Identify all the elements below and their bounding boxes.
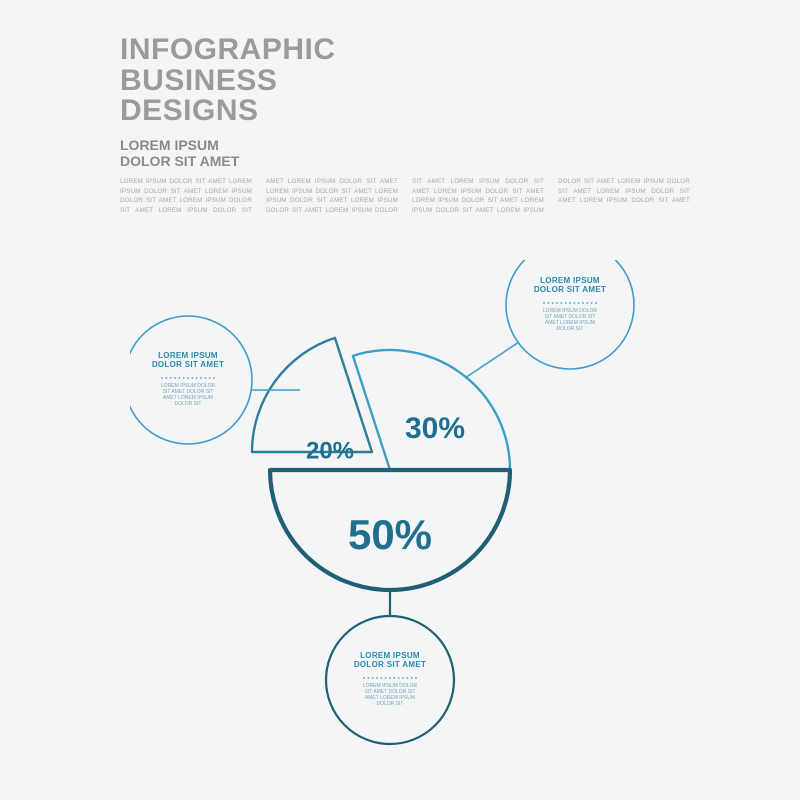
bubble-bottom-title-1: DOLOR SIT AMET — [354, 660, 426, 669]
bubble-right-connector — [465, 338, 525, 378]
bubble-bottom-body-3: DOLOR SIT — [377, 701, 404, 707]
bubble-left-body-3: DOLOR SIT — [175, 401, 202, 407]
exploded-pie-chart: 20%30%50%LOREM IPSUMDOLOR SIT AMETLOREM … — [130, 260, 670, 780]
bubble-left — [130, 316, 252, 444]
slice-30 — [353, 350, 510, 470]
title-line-3: DESIGNS — [120, 94, 259, 127]
slice-30-label: 30% — [405, 412, 465, 445]
bubble-right-body-3: DOLOR SIT — [557, 326, 584, 332]
bubble-right-title-1: DOLOR SIT AMET — [534, 285, 606, 294]
header-body-text: LOREM IPSUM DOLOR SIT AMET LOREM IPSUM D… — [120, 177, 690, 225]
slice-20-label: 20% — [306, 437, 354, 464]
slice-50-label: 50% — [348, 511, 432, 558]
bubble-left-title-0: LOREM IPSUM — [158, 351, 218, 360]
bubble-right-title-0: LOREM IPSUM — [540, 276, 600, 285]
bubble-left-title-1: DOLOR SIT AMET — [152, 360, 224, 369]
bubble-bottom — [326, 616, 454, 744]
subtitle-line-1: LOREM IPSUM — [120, 137, 219, 153]
header-block: INFOGRAPHIC BUSINESS DESIGNS LOREM IPSUM… — [120, 35, 690, 225]
bubble-bottom-title-0: LOREM IPSUM — [360, 651, 420, 660]
title-line-1: INFOGRAPHIC — [120, 33, 336, 66]
subtitle: LOREM IPSUM DOLOR SIT AMET — [120, 137, 690, 169]
title-line-2: BUSINESS — [120, 64, 277, 97]
subtitle-line-2: DOLOR SIT AMET — [120, 153, 239, 169]
main-title: INFOGRAPHIC BUSINESS DESIGNS — [120, 35, 690, 127]
